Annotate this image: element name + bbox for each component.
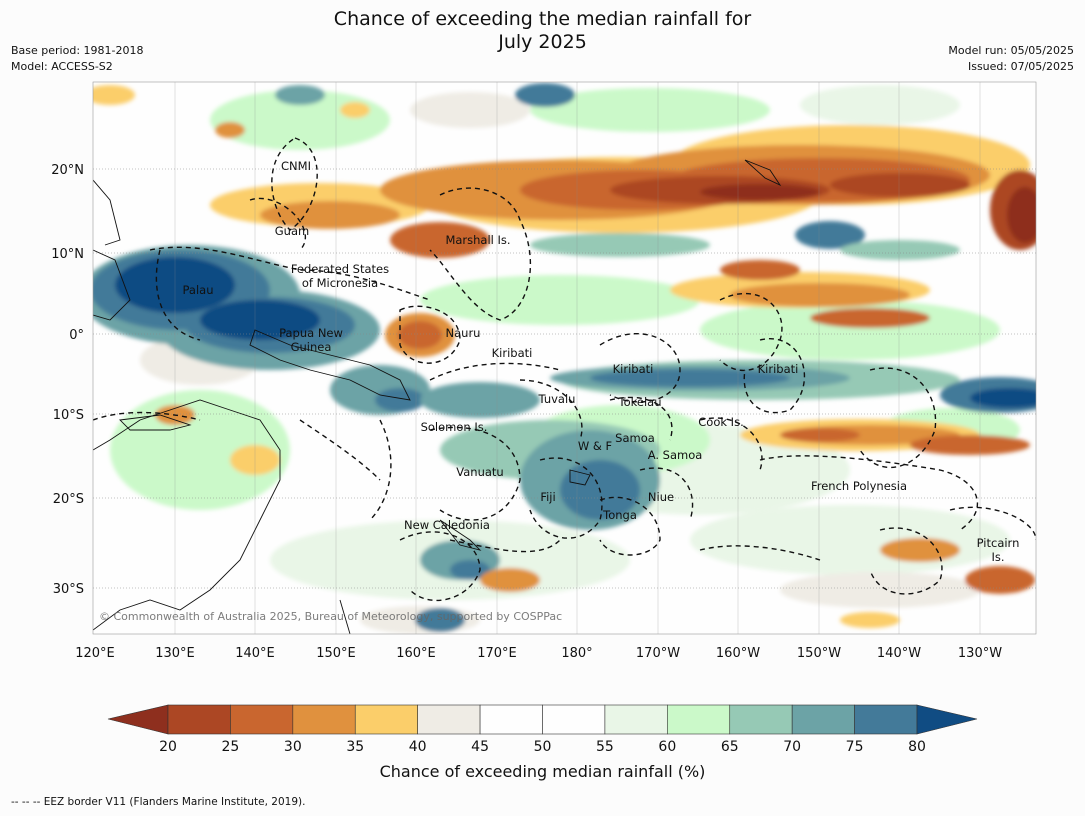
colorbar-title: Chance of exceeding median rainfall (%) — [379, 762, 706, 781]
lon-label: 130°E — [155, 646, 195, 661]
colorbar-cell — [292, 704, 356, 735]
label-kiribati-3: Kiribati — [758, 362, 799, 376]
model-run: Model run: 05/05/2025 — [948, 44, 1074, 57]
colorbar-cell — [854, 704, 918, 735]
lat-label: 20°S — [53, 492, 84, 507]
colorbar-cell — [542, 704, 606, 735]
label-tuvalu: Tuvalu — [538, 392, 576, 406]
graticule — [93, 168, 1036, 589]
colorbar: 20 25 30 35 40 45 50 55 60 65 70 75 80 — [107, 704, 978, 755]
lon-label: 160°E — [396, 646, 436, 661]
colorbar-cell — [479, 704, 543, 735]
title-line-2: July 2025 — [498, 31, 587, 53]
longitude-labels: 120°E 130°E 140°E 150°E 160°E 170°E 180°… — [75, 646, 1002, 661]
colorbar-tick-label: 55 — [596, 739, 614, 755]
lon-label: 170°W — [636, 646, 680, 661]
lat-label: 20°N — [51, 163, 84, 178]
label-palau: Palau — [183, 283, 214, 297]
label-fsm-2: of Micronesia — [302, 276, 378, 290]
lat-label: 30°S — [53, 582, 84, 597]
label-guam: Guam — [275, 224, 309, 238]
issued-date: Issued: 07/05/2025 — [967, 60, 1074, 73]
colorbar-tick-label: 30 — [284, 739, 302, 755]
colorbar-tick-label: 75 — [846, 739, 864, 755]
eez-borders — [93, 137, 1036, 602]
lon-label: 130°W — [958, 646, 1002, 661]
colorbar-tick-label: 80 — [908, 739, 926, 755]
meta-left: Base period: 1981-2018 Model: ACCESS-S2 — [11, 43, 143, 75]
eez-footer-note: -- -- -- EEZ border V11 (Flanders Marine… — [11, 796, 306, 808]
base-period: Base period: 1981-2018 — [11, 44, 144, 57]
coastlines — [93, 159, 782, 634]
colorbar-cell — [354, 704, 418, 735]
title-line-1: Chance of exceeding the median rainfall … — [333, 8, 752, 30]
label-new-caledonia: New Caledonia — [404, 518, 490, 532]
label-cook-is: Cook Is. — [698, 415, 743, 429]
colorbar-cell — [729, 704, 793, 735]
lon-label: 180° — [561, 646, 592, 661]
label-png-2: Guinea — [291, 340, 332, 354]
colorbar-over-arrow — [916, 704, 978, 735]
colorbar-tick-label: 50 — [534, 739, 552, 755]
colorbar-tick-label: 60 — [658, 739, 676, 755]
colorbar-cell — [167, 704, 231, 735]
label-wallis-futuna: W & F — [578, 439, 612, 453]
label-american-samoa: A. Samoa — [648, 448, 703, 462]
label-pitcairn-1: Pitcairn — [977, 536, 1020, 550]
map-title: Chance of exceeding the median rainfall … — [0, 8, 1085, 54]
label-tonga: Tonga — [602, 508, 637, 522]
lon-label: 150°E — [316, 646, 356, 661]
label-samoa: Samoa — [615, 431, 655, 445]
region-labels: CNMI Guam Marshall Is. Federated States … — [183, 159, 1020, 564]
label-kiribati-1: Kiribati — [492, 346, 533, 360]
lon-label: 160°W — [716, 646, 760, 661]
label-marshall-is: Marshall Is. — [445, 233, 510, 247]
colorbar-cell — [791, 704, 855, 735]
copyright-notice: © Commonwealth of Australia 2025, Bureau… — [99, 610, 562, 623]
lat-label: 10°N — [51, 247, 84, 262]
label-fsm-1: Federated States — [291, 262, 389, 276]
label-cnmi: CNMI — [281, 159, 311, 173]
label-kiribati-2: Kiribati — [613, 362, 654, 376]
lon-label: 150°W — [797, 646, 841, 661]
rainfall-field: © Commonwealth of Australia 2025, Bureau… — [93, 82, 1036, 634]
label-nauru: Nauru — [446, 326, 481, 340]
rainfall-map: © Commonwealth of Australia 2025, Bureau… — [51, 81, 1037, 755]
label-vanuatu: Vanuatu — [456, 465, 503, 479]
colorbar-tick-label: 40 — [409, 739, 427, 755]
latitude-labels: 20°N 10°N 0° 10°S 20°S 30°S — [51, 163, 84, 597]
label-french-polynesia: French Polynesia — [811, 479, 907, 493]
colorbar-cell — [417, 704, 481, 735]
colorbar-under-arrow — [107, 704, 169, 735]
colorbar-tick-label: 25 — [222, 739, 240, 755]
label-fiji: Fiji — [540, 490, 555, 504]
label-niue: Niue — [648, 490, 674, 504]
lon-label: 140°E — [235, 646, 275, 661]
label-solomon-is: Solomon Is. — [421, 420, 488, 434]
lon-label: 140°W — [877, 646, 921, 661]
label-tokelau: Tokelau — [618, 395, 662, 409]
label-pitcairn-2: Is. — [991, 550, 1004, 564]
meta-right: Model run: 05/05/2025 Issued: 07/05/2025 — [948, 43, 1074, 75]
colorbar-cell — [667, 704, 731, 735]
model-name: Model: ACCESS-S2 — [11, 60, 113, 73]
lat-label: 10°S — [53, 408, 84, 423]
colorbar-tick-label: 45 — [471, 739, 489, 755]
lon-label: 170°E — [477, 646, 517, 661]
colorbar-cell — [230, 704, 294, 735]
colorbar-tick-label: 20 — [159, 739, 177, 755]
lat-label: 0° — [69, 328, 84, 343]
colorbar-tick-label: 70 — [783, 739, 801, 755]
colorbar-cell — [604, 704, 668, 735]
colorbar-tick-label: 35 — [346, 739, 364, 755]
label-png-1: Papua New — [279, 326, 343, 340]
colorbar-tick-label: 65 — [721, 739, 739, 755]
lon-label: 120°E — [75, 646, 115, 661]
